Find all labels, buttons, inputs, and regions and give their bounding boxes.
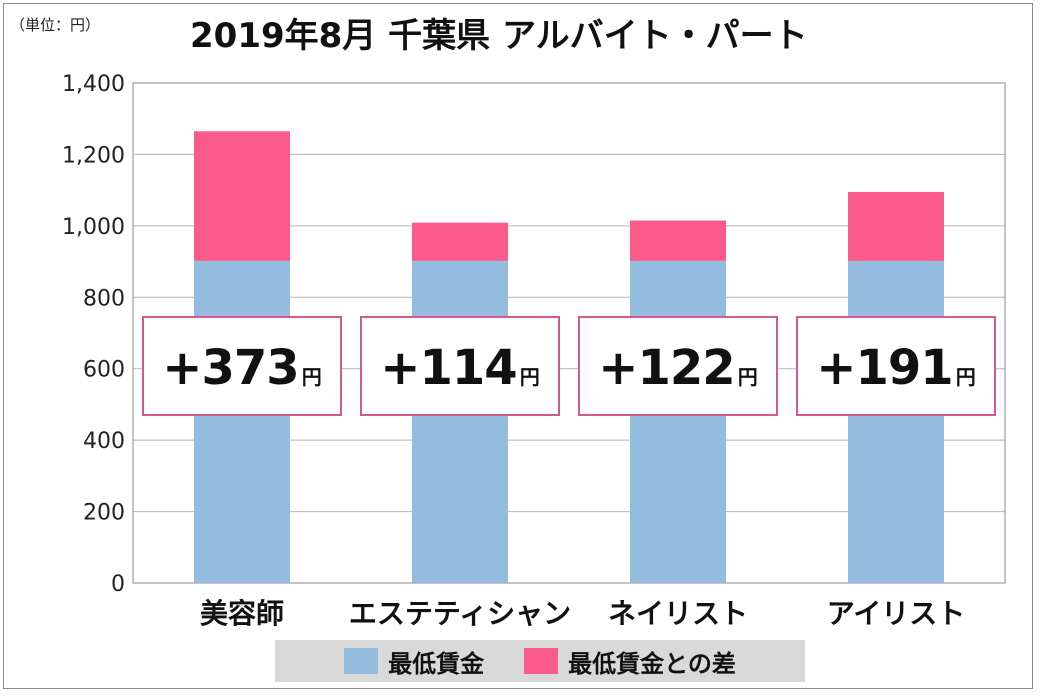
bar-diff [194, 131, 290, 261]
chart-title: 2019年8月 千葉県 アルバイト・パート [190, 16, 808, 56]
badge-unit: 円 [955, 365, 976, 389]
badge-unit: 円 [301, 365, 322, 389]
badge-unit: 円 [737, 365, 758, 389]
bar-diff [848, 191, 944, 261]
y-tick-label: 0 [111, 572, 125, 597]
y-tick-label: 1,400 [62, 72, 125, 97]
legend-swatch-base [344, 648, 379, 674]
legend-label-diff: 最低賃金との差 [568, 649, 736, 678]
unit-note: （単位：円） [10, 16, 101, 34]
chart-legend: 最低賃金 最低賃金との差 [275, 640, 805, 682]
x-category-label: ネイリスト [608, 597, 748, 630]
legend-item-diff: 最低賃金との差 [524, 644, 736, 679]
bar-base [412, 260, 508, 583]
badge-value: +114 [380, 340, 517, 396]
bar-diff [412, 222, 508, 261]
badge-value: +122 [598, 340, 735, 396]
x-category-label: エステティシャン [349, 597, 571, 630]
difference-badge: +122 円 [578, 316, 778, 416]
legend-item-base: 最低賃金 [344, 644, 484, 679]
difference-badge: +191 円 [796, 316, 996, 416]
bar-base [194, 260, 290, 583]
plot-area-border [132, 82, 1006, 584]
difference-badge: +114 円 [360, 316, 560, 416]
badge-unit: 円 [519, 365, 540, 389]
x-category-label: アイリスト [827, 597, 966, 630]
difference-badge: +373 円 [142, 316, 342, 416]
y-tick-label: 400 [83, 429, 125, 454]
legend-swatch-diff [524, 648, 559, 674]
y-tick-label: 600 [83, 358, 125, 383]
y-tick-label: 800 [83, 286, 125, 311]
legend-label-base: 最低賃金 [388, 649, 485, 678]
bar-base [630, 260, 726, 583]
y-tick-label: 1,000 [62, 215, 125, 240]
y-tick-label: 200 [83, 501, 125, 526]
badge-value: +191 [816, 340, 953, 396]
bar-base [848, 260, 944, 583]
x-category-label: 美容師 [200, 597, 284, 630]
y-tick-label: 1,200 [62, 143, 125, 168]
bar-diff [630, 220, 726, 261]
badge-value: +373 [162, 340, 299, 396]
